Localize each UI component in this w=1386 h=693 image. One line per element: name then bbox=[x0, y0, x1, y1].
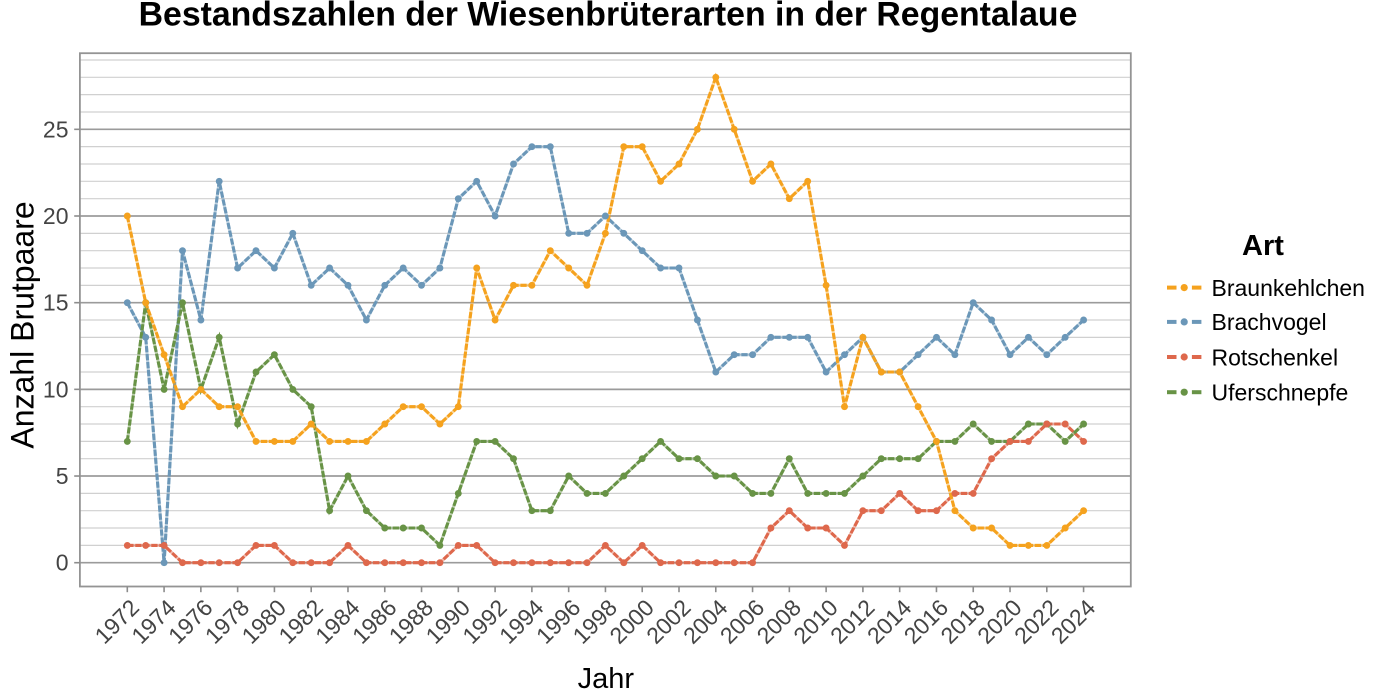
svg-text:10: 10 bbox=[43, 376, 69, 402]
svg-text:Art: Art bbox=[1242, 230, 1284, 262]
svg-text:Uferschnepfe: Uferschnepfe bbox=[1212, 380, 1349, 406]
svg-text:Brachvogel: Brachvogel bbox=[1212, 309, 1327, 335]
svg-text:0: 0 bbox=[56, 550, 69, 576]
svg-text:Rotschenkel: Rotschenkel bbox=[1212, 344, 1339, 370]
svg-text:Anzahl Brutpaare: Anzahl Brutpaare bbox=[5, 201, 41, 448]
svg-text:15: 15 bbox=[43, 290, 69, 316]
svg-text:20: 20 bbox=[43, 203, 69, 229]
svg-text:5: 5 bbox=[56, 463, 69, 489]
svg-text:25: 25 bbox=[43, 116, 69, 142]
svg-text:Braunkehlchen: Braunkehlchen bbox=[1212, 275, 1365, 301]
svg-text:Bestandszahlen der Wiesenbrüte: Bestandszahlen der Wiesenbrüterarten in … bbox=[139, 0, 1078, 34]
svg-text:Jahr: Jahr bbox=[578, 663, 635, 693]
